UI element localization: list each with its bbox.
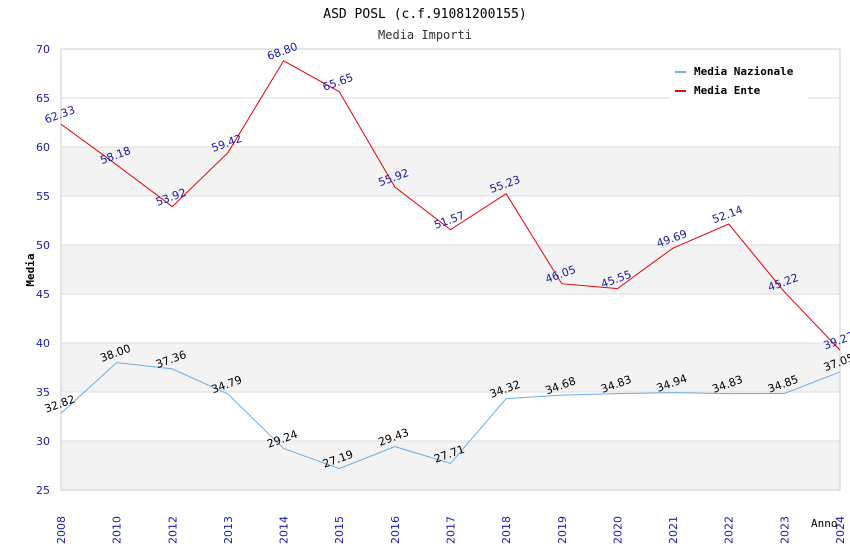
- legend-label-media-nazionale: Media Nazionale: [694, 65, 794, 78]
- y-tick-label: 40: [36, 337, 50, 350]
- y-tick-label: 35: [36, 386, 50, 399]
- x-tick-label: 2012: [166, 516, 179, 544]
- x-tick-label: 2010: [111, 516, 124, 544]
- x-tick-label: 2017: [445, 516, 458, 544]
- data-label: 62.33: [43, 103, 77, 126]
- x-tick-label: 2014: [278, 516, 291, 544]
- y-axis-ticks: 25 30 35 40 45 50 55 60 65 70: [36, 43, 50, 497]
- x-tick-label: 2013: [222, 516, 235, 544]
- x-tick-label: 2018: [500, 516, 513, 544]
- grid-band: [61, 343, 840, 392]
- y-tick-label: 65: [36, 92, 50, 105]
- x-tick-label: 2024: [834, 516, 847, 544]
- data-label: 65.65: [321, 71, 355, 94]
- y-tick-label: 60: [36, 141, 50, 154]
- x-axis-label: Anno: [811, 517, 838, 530]
- plot-frame: [60, 48, 841, 491]
- grid-bands: [61, 147, 840, 490]
- y-tick-label: 70: [36, 43, 50, 56]
- legend: Media Nazionale Media Ente: [670, 58, 808, 100]
- legend-label-media-ente: Media Ente: [694, 84, 761, 97]
- data-label: 52.14: [710, 203, 744, 226]
- series-line: [60, 362, 841, 470]
- y-tick-label: 30: [36, 435, 50, 448]
- y-tick-label: 55: [36, 190, 50, 203]
- grid-band: [61, 441, 840, 490]
- x-tick-label: 2015: [333, 516, 346, 544]
- grid-band: [61, 147, 840, 196]
- y-tick-label: 25: [36, 484, 50, 497]
- x-tick-label: 2016: [389, 516, 402, 544]
- data-label: 68.80: [265, 40, 299, 63]
- series-line: [60, 60, 841, 351]
- x-tick-label: 2022: [723, 516, 736, 544]
- grid-band: [61, 245, 840, 294]
- x-tick-label: 2019: [556, 516, 569, 544]
- y-tick-label: 45: [36, 288, 50, 301]
- legend-box: [670, 58, 808, 100]
- x-tick-label: 2023: [778, 516, 791, 544]
- chart-title: ASD POSL (c.f.91081200155): [323, 7, 527, 22]
- x-tick-label: 2020: [611, 516, 624, 544]
- x-axis-ticks: 2008 2010 2012 2013 2014 2015 2016 2017 2018 2019…: [55, 516, 847, 544]
- y-axis-label: Media: [24, 253, 37, 286]
- y-tick-label: 50: [36, 239, 50, 252]
- x-tick-label: 2008: [55, 516, 68, 544]
- series-lines: [60, 60, 841, 470]
- x-tick-label: 2021: [667, 516, 680, 544]
- chart-subtitle: Media Importi: [378, 28, 472, 42]
